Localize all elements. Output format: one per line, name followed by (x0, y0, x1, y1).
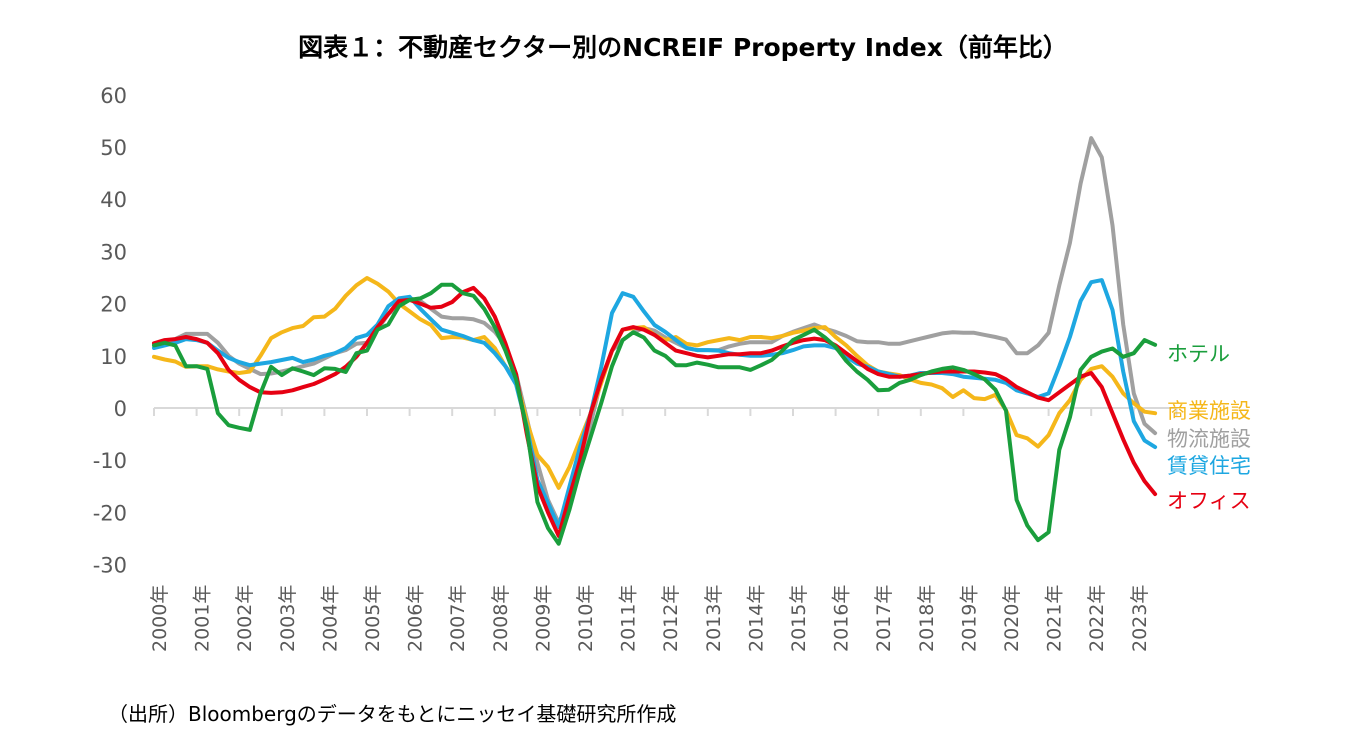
x-tick-label: 2003年 (277, 585, 299, 652)
x-tick-label: 2011年 (618, 585, 640, 652)
x-tick-label: 2018年 (916, 585, 938, 652)
y-tick-label: -20 (93, 501, 127, 525)
x-tick-label: 2019年 (958, 585, 980, 652)
y-tick-label: 0 (114, 397, 127, 421)
x-tick-label: 2002年 (234, 585, 256, 652)
series-line-1 (152, 282, 1158, 546)
x-tick-label: 2007年 (447, 585, 469, 652)
x-tick-label: 2001年 (192, 585, 214, 652)
series-label: 賃貸住宅 (1167, 454, 1251, 478)
y-tick-label: -10 (93, 449, 127, 473)
series-label: オフィス (1167, 489, 1251, 513)
series-line-4 (152, 278, 1158, 529)
x-tick-label: 2016年 (831, 585, 853, 652)
x-tick-label: 2023年 (1129, 585, 1151, 652)
y-tick-label: 20 (100, 293, 127, 317)
series-label: 物流施設 (1167, 427, 1251, 451)
series-line-3 (152, 136, 1158, 525)
x-tick-label: 2014年 (745, 585, 767, 652)
x-tick-label: 2008年 (490, 585, 512, 652)
y-tick-label: -30 (93, 554, 127, 578)
x-tick-label: 2009年 (532, 585, 554, 652)
x-tick-label: 2017年 (873, 585, 895, 652)
x-tick-label: 2015年 (788, 585, 810, 652)
chart-title: 図表１：不動産セクター別のNCREIF Property Index（前年比） (298, 33, 1068, 62)
y-tick-label: 10 (100, 345, 127, 369)
x-tick-label: 2000年 (149, 585, 171, 652)
series-label: ホテル (1167, 342, 1230, 366)
x-tick-label: 2006年 (405, 585, 427, 652)
x-tick-label: 2010年 (575, 585, 597, 652)
source-note: （出所）Bloombergのデータをもとにニッセイ基礎研究所作成 (108, 702, 677, 726)
y-tick-label: 60 (100, 84, 127, 108)
x-tick-label: 2022年 (1086, 585, 1108, 652)
x-tick-label: 2020年 (1001, 585, 1023, 652)
x-tick-label: 2013年 (703, 585, 725, 652)
y-tick-label: 50 (100, 136, 127, 160)
x-tick-label: 2021年 (1044, 585, 1066, 652)
y-tick-label: 40 (100, 188, 127, 212)
series-label: 商業施設 (1167, 399, 1251, 423)
x-tick-label: 2012年 (660, 585, 682, 652)
y-tick-label: 30 (100, 240, 127, 264)
x-tick-label: 2004年 (319, 585, 341, 652)
series-line-5 (152, 285, 1158, 538)
x-tick-label: 2005年 (362, 585, 384, 652)
